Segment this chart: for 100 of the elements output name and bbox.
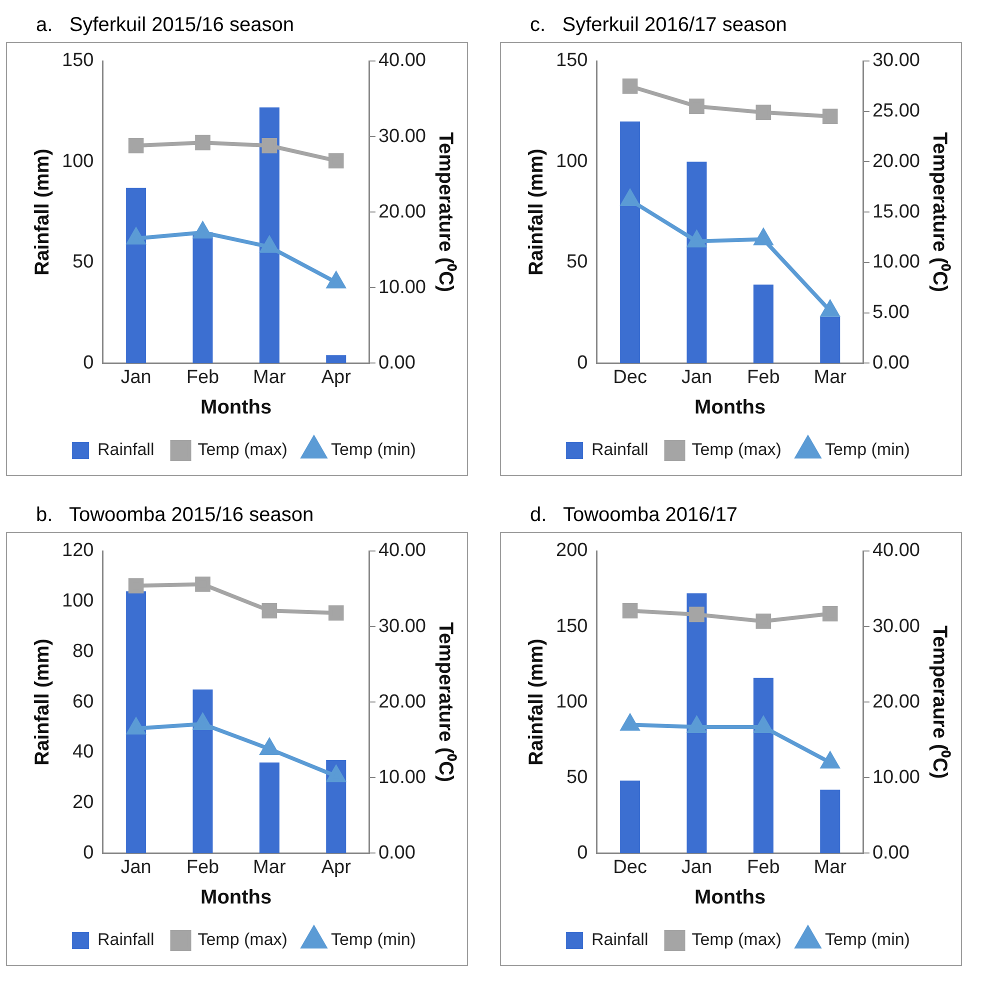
y-tick-label: 0	[83, 842, 94, 864]
y-tick-label: 40	[72, 742, 94, 763]
y-axis-title: Rainfall (mm)	[526, 638, 548, 766]
y-tick-label: 200	[556, 540, 588, 562]
legend-label: Temp (min)	[824, 930, 910, 950]
point	[622, 603, 638, 618]
y2-tick-label: 10.00	[378, 276, 426, 298]
y2-tick-label: 40.00	[378, 540, 426, 562]
point	[688, 717, 706, 734]
y2-tick-label: 40.00	[378, 50, 426, 72]
y-axis-title: Rainfall (mm)	[526, 148, 548, 276]
legend-label: Rainfall	[98, 930, 154, 950]
legend-label: Temp (min)	[330, 440, 416, 460]
point	[127, 228, 145, 245]
x-axis-title: Months	[200, 396, 272, 419]
y-tick-label: 80	[72, 640, 94, 662]
y-tick-label: 50	[566, 252, 588, 273]
point	[327, 272, 346, 288]
point	[756, 614, 772, 629]
x-tick-label: Mar	[253, 366, 286, 388]
point	[754, 717, 772, 734]
y-tick-label: 120	[62, 540, 94, 562]
bar	[126, 188, 146, 364]
y2-tick-label: 0.00	[872, 842, 910, 864]
point	[328, 153, 344, 168]
legend-label: Rainfall	[592, 930, 648, 950]
y2-tick-label: 30.00	[378, 126, 426, 147]
y2-tick-label: 20.00	[872, 691, 920, 712]
y-tick-label: 50	[566, 766, 588, 788]
x-axis-title: Months	[694, 396, 766, 419]
legend-label: Rainfall	[98, 440, 154, 460]
bar	[753, 678, 774, 854]
point	[822, 606, 838, 622]
chart-title: d. Towoomba 2016/17	[529, 503, 739, 528]
point	[195, 576, 210, 592]
x-axis-title: Months	[200, 886, 272, 909]
bar	[259, 107, 280, 364]
y-tick-label: 150	[556, 50, 588, 72]
x-axis-title: Months	[694, 886, 766, 909]
y2-tick-label: 30.00	[872, 50, 920, 72]
y2-tick-label: 10.00	[872, 766, 920, 788]
y-tick-label: 100	[556, 691, 588, 712]
point	[822, 108, 838, 124]
x-tick-label: Feb	[186, 856, 220, 878]
bar	[192, 232, 213, 364]
y2-tick-label: 0.00	[378, 352, 416, 374]
point	[821, 752, 840, 769]
bar	[620, 121, 640, 364]
bar	[326, 355, 346, 364]
point	[128, 138, 144, 154]
y2-tick-label: 20.00	[378, 201, 426, 222]
legend-label: Rainfall	[592, 440, 648, 460]
point	[689, 606, 704, 622]
legend-label: Temp (min)	[330, 930, 416, 950]
bar	[126, 591, 146, 854]
legend-label: Temp (min)	[824, 440, 910, 460]
x-tick-label: Apr	[321, 366, 352, 388]
chart-title: c. Syferkuil 2016/17 season	[529, 13, 788, 38]
point	[127, 718, 145, 735]
legend-label: Temp (max)	[198, 440, 288, 460]
y-tick-label: 20	[72, 792, 94, 814]
bar	[820, 790, 840, 854]
point	[622, 78, 638, 94]
point	[128, 578, 144, 594]
y-tick-label: 50	[72, 252, 94, 273]
x-tick-label: Mar	[253, 856, 286, 878]
bar	[686, 162, 707, 364]
y-tick-label: 0	[577, 842, 588, 864]
y2-tick-label: 0.00	[872, 352, 910, 374]
legend-label: Temp (max)	[692, 930, 782, 950]
x-tick-label: Dec	[613, 856, 647, 878]
x-tick-label: Dec	[613, 366, 647, 388]
y2-axis-title: Temperature (⁰C)	[928, 132, 952, 292]
y2-tick-label: 30.00	[378, 616, 426, 637]
y2-tick-label: 15.00	[872, 201, 920, 222]
point	[754, 229, 772, 246]
bar	[753, 284, 774, 364]
point	[756, 104, 772, 120]
y-tick-label: 0	[83, 352, 94, 374]
point	[260, 738, 278, 755]
y-tick-label: 150	[62, 50, 94, 72]
y2-tick-label: 30.00	[872, 616, 920, 637]
bar	[192, 690, 213, 854]
point	[262, 138, 278, 154]
x-tick-label: Feb	[186, 366, 220, 388]
point	[688, 231, 706, 248]
y-tick-label: 0	[577, 352, 588, 374]
x-tick-label: Jan	[120, 366, 152, 388]
point	[621, 714, 639, 731]
y2-axis-title: Temperature (⁰C)	[434, 622, 458, 782]
y2-tick-label: 10.00	[872, 252, 920, 273]
y2-axis-title: Temperaure (⁰C)	[928, 625, 952, 779]
x-tick-label: Feb	[747, 856, 780, 878]
y2-tick-label: 5.00	[872, 302, 910, 324]
y2-axis-title: Temperature (⁰C)	[434, 132, 458, 292]
point	[262, 603, 278, 618]
point	[821, 300, 840, 317]
x-tick-label: Jan	[681, 366, 712, 388]
y-tick-label: 100	[62, 590, 94, 612]
bar	[259, 762, 280, 854]
